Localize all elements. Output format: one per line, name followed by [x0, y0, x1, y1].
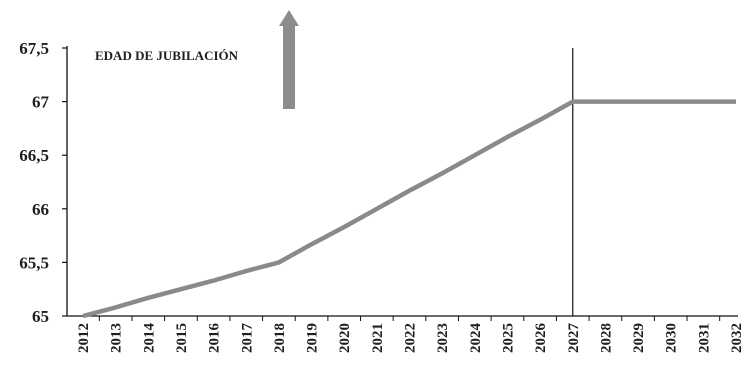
x-tick-label: 2015 — [174, 323, 190, 353]
chart-title: EDAD DE JUBILACIÓN — [95, 48, 239, 63]
x-tick-label: 2017 — [239, 323, 255, 354]
x-tick-label: 2020 — [337, 323, 353, 353]
x-tick-label: 2032 — [729, 323, 745, 353]
x-tick-label: 2014 — [141, 323, 157, 354]
x-tick-label: 2021 — [370, 323, 386, 353]
x-tick-label: 2016 — [207, 323, 223, 354]
series-lines — [82, 99, 736, 319]
y-axis: 65 65,5 66 66,5 67 67,5 — [19, 39, 68, 326]
y-tick-label: 66,5 — [19, 146, 49, 165]
y-tick-label: 67 — [32, 93, 50, 112]
up-arrow-icon — [279, 10, 299, 109]
x-tick-label: 2027 — [566, 323, 582, 354]
x-tick-label: 2024 — [468, 323, 484, 354]
y-tick-label: 66 — [32, 200, 49, 219]
x-tick-label: 2029 — [631, 323, 647, 353]
x-tick-label: 2023 — [435, 323, 451, 353]
x-tick-label: 2013 — [109, 323, 125, 353]
y-tick-label: 65,5 — [19, 253, 49, 272]
arrow-head — [279, 10, 299, 26]
y-tick-label: 65 — [32, 307, 49, 326]
x-axis: 2012 2013 2014 2015 2016 2017 2018 2019 2020 2021… — [67, 315, 745, 354]
x-tick-label: 2025 — [500, 323, 516, 353]
x-tick-label: 2012 — [76, 323, 92, 353]
x-tick-label: 2028 — [598, 323, 614, 353]
x-tick-label: 2019 — [305, 323, 321, 353]
x-tick-label: 2018 — [272, 323, 288, 353]
y-tick-label: 67,5 — [19, 39, 49, 58]
x-tick-label: 2022 — [403, 323, 419, 353]
x-tick-label: 2026 — [533, 323, 549, 354]
x-tick-label: 2031 — [696, 323, 712, 353]
arrow-shaft — [283, 26, 295, 109]
series-line — [82, 99, 736, 319]
x-tick-label: 2030 — [664, 323, 680, 353]
